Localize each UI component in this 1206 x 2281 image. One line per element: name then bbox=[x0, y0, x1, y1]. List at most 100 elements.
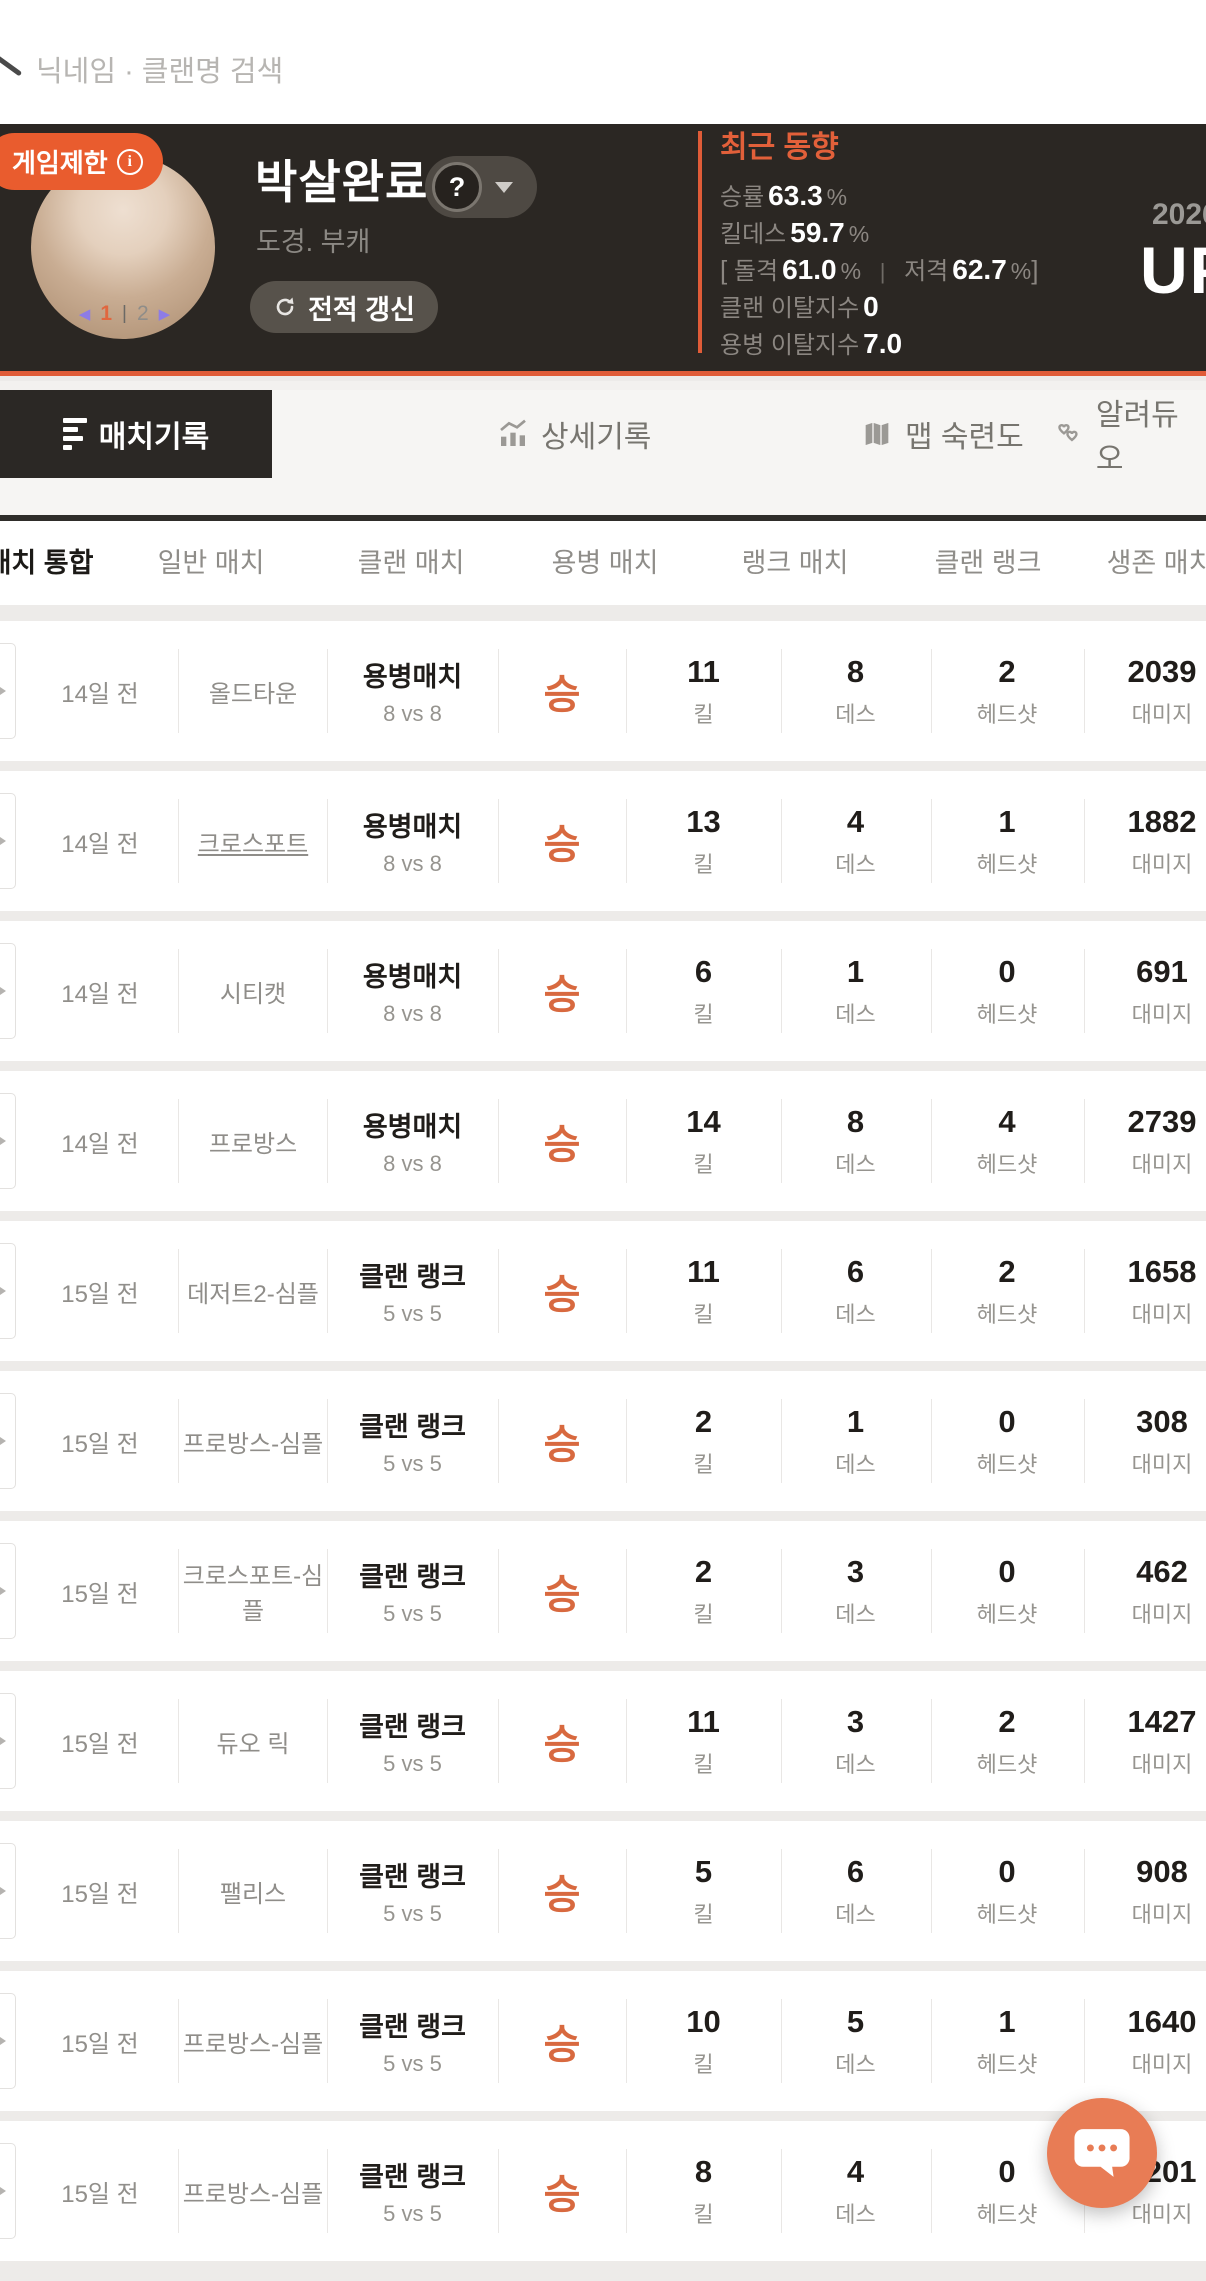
filter-clanrank[interactable]: 클랜 랭크 bbox=[934, 548, 1042, 578]
play-button[interactable] bbox=[0, 1993, 16, 2089]
column-divider bbox=[626, 649, 627, 733]
column-divider bbox=[327, 2149, 328, 2233]
game-restriction-badge[interactable]: 게임제한 i bbox=[0, 133, 163, 190]
headshot-stat: 1 헤드샷 bbox=[976, 2003, 1038, 2077]
column-divider bbox=[327, 649, 328, 733]
column-divider bbox=[1084, 1399, 1085, 1483]
play-button[interactable] bbox=[0, 643, 16, 739]
column-divider bbox=[626, 1399, 627, 1483]
column-divider bbox=[498, 1399, 499, 1483]
column-divider bbox=[498, 1099, 499, 1183]
search-input[interactable] bbox=[36, 48, 736, 96]
column-divider bbox=[626, 1699, 627, 1783]
match-result: 승 bbox=[543, 973, 581, 1017]
pager-total[interactable]: 2 bbox=[136, 302, 149, 325]
match-type: 클랜 랭크 5 vs 5 bbox=[359, 1262, 466, 1326]
chat-button[interactable] bbox=[1047, 2098, 1157, 2208]
filter-normal[interactable]: 일반 매치 bbox=[157, 548, 265, 578]
filter-merc[interactable]: 용병 매치 bbox=[551, 548, 659, 578]
match-list: 14일 전 올드타운 용병매치 8 vs 8 승 11 킬 8 데스 2 헤드샷 bbox=[0, 605, 1206, 2281]
info-icon[interactable]: i bbox=[116, 148, 143, 175]
match-map-link[interactable]: 시티캣 bbox=[219, 980, 287, 1008]
chat-bubble-icon bbox=[1074, 2129, 1130, 2177]
section-divider bbox=[0, 515, 1206, 521]
play-button[interactable] bbox=[0, 793, 16, 889]
column-divider bbox=[1084, 1699, 1085, 1783]
play-button[interactable] bbox=[0, 943, 16, 1039]
play-icon bbox=[0, 1731, 6, 1751]
table-row[interactable]: 15일 전 듀오 릭 클랜 랭크 5 vs 5 승 11 킬 3 데스 2 헤드샷 bbox=[0, 1671, 1206, 1811]
pager-prev-icon[interactable]: ◀ bbox=[78, 306, 91, 323]
column-divider bbox=[931, 1849, 932, 1933]
match-map-link[interactable]: 올드타운 bbox=[208, 680, 298, 708]
search-icon bbox=[0, 52, 23, 77]
table-row[interactable]: 15일 전 데저트2-심플 클랜 랭크 5 vs 5 승 11 킬 6 데스 2 헤드샷 bbox=[0, 1221, 1206, 1361]
column-divider bbox=[781, 1699, 782, 1783]
column-divider bbox=[1084, 1549, 1085, 1633]
table-row[interactable]: 15일 전 프로방스-심플 클랜 랭크 5 vs 5 승 10 킬 5 데스 1 헤드샷 bbox=[0, 1971, 1206, 2111]
match-map-link[interactable]: 데저트2-심플 bbox=[187, 1280, 319, 1308]
tab-match-record[interactable]: 매치기록 bbox=[0, 390, 272, 478]
match-date: 15일 전 bbox=[61, 1430, 139, 1458]
table-row[interactable]: 14일 전 프로방스 용병매치 8 vs 8 승 14 킬 8 데스 4 헤드샷 bbox=[0, 1071, 1206, 1211]
tab-map-mastery[interactable]: 맵 숙련도 bbox=[861, 390, 1024, 478]
play-icon bbox=[0, 2031, 6, 2051]
pager-next-icon[interactable]: ▶ bbox=[158, 306, 171, 323]
tab-duo-recommend[interactable]: 알려듀오 bbox=[1052, 390, 1206, 478]
death-stat: 1 데스 bbox=[835, 953, 876, 1027]
match-map-link[interactable]: 프로방스-심플 bbox=[182, 2180, 324, 2208]
kill-stat: 11 킬 bbox=[687, 653, 720, 727]
player-subtitle: 도경. 부캐 bbox=[256, 227, 371, 257]
play-button[interactable] bbox=[0, 1543, 16, 1639]
tab-detail-record[interactable]: 상세기록 bbox=[497, 390, 651, 478]
play-button[interactable] bbox=[0, 1393, 16, 1489]
column-divider bbox=[178, 649, 179, 733]
column-divider bbox=[626, 949, 627, 1033]
death-stat: 3 데스 bbox=[835, 1703, 876, 1777]
record-tabs: 매치기록 상세기록 맵 숙련도 알려듀오 bbox=[0, 390, 1206, 515]
play-icon bbox=[0, 1881, 6, 1901]
match-map-link[interactable]: 듀오 릭 bbox=[216, 1730, 290, 1758]
match-map-link[interactable]: 프로방스-심플 bbox=[182, 2030, 324, 2058]
kill-stat: 11 킬 bbox=[687, 1253, 720, 1327]
match-date: 15일 전 bbox=[61, 1280, 139, 1308]
column-divider bbox=[178, 2149, 179, 2233]
match-map-link[interactable]: 프로방스-심플 bbox=[182, 1430, 324, 1458]
play-button[interactable] bbox=[0, 1843, 16, 1939]
kill-stat: 14 킬 bbox=[686, 1103, 721, 1177]
play-button[interactable] bbox=[0, 2143, 16, 2239]
column-divider bbox=[498, 1549, 499, 1633]
play-button[interactable] bbox=[0, 1693, 16, 1789]
headshot-stat: 0 헤드샷 bbox=[976, 1403, 1038, 1477]
match-map-link[interactable]: 팰리스 bbox=[219, 1880, 287, 1908]
column-divider bbox=[781, 2149, 782, 2233]
match-map-link[interactable]: 크로스포트 bbox=[197, 830, 309, 858]
filter-all[interactable]: 매치 통합 bbox=[0, 548, 94, 578]
win-rate-row: 승률 63.3% bbox=[720, 180, 848, 211]
match-map-link[interactable]: 크로스포트-심플 bbox=[182, 1563, 324, 1625]
match-map-link[interactable]: 프로방스 bbox=[208, 1130, 298, 1158]
player-name: 박살완료 bbox=[255, 156, 429, 208]
kill-stat: 11 킬 bbox=[687, 1703, 720, 1777]
filter-clan[interactable]: 클랜 매치 bbox=[357, 548, 465, 578]
filter-rank[interactable]: 랭크 매치 bbox=[741, 548, 849, 578]
match-result: 승 bbox=[543, 1873, 581, 1917]
table-row[interactable]: 14일 전 크로스포트 용병매치 8 vs 8 승 13 킬 4 데스 1 헤드샷 bbox=[0, 771, 1206, 911]
season-year: 2026 bbox=[1152, 198, 1206, 231]
play-button[interactable] bbox=[0, 1243, 16, 1339]
column-divider bbox=[327, 1399, 328, 1483]
headshot-stat: 2 헤드샷 bbox=[976, 653, 1038, 727]
kill-stat: 10 킬 bbox=[686, 2003, 721, 2077]
rank-help-button[interactable]: ? bbox=[425, 156, 537, 218]
refresh-record-button[interactable]: 전적 갱신 bbox=[250, 281, 438, 333]
table-row[interactable]: 14일 전 올드타운 용병매치 8 vs 8 승 11 킬 8 데스 2 헤드샷 bbox=[0, 621, 1206, 761]
play-button[interactable] bbox=[0, 1093, 16, 1189]
filter-survival[interactable]: 생존 매치 bbox=[1106, 548, 1206, 578]
